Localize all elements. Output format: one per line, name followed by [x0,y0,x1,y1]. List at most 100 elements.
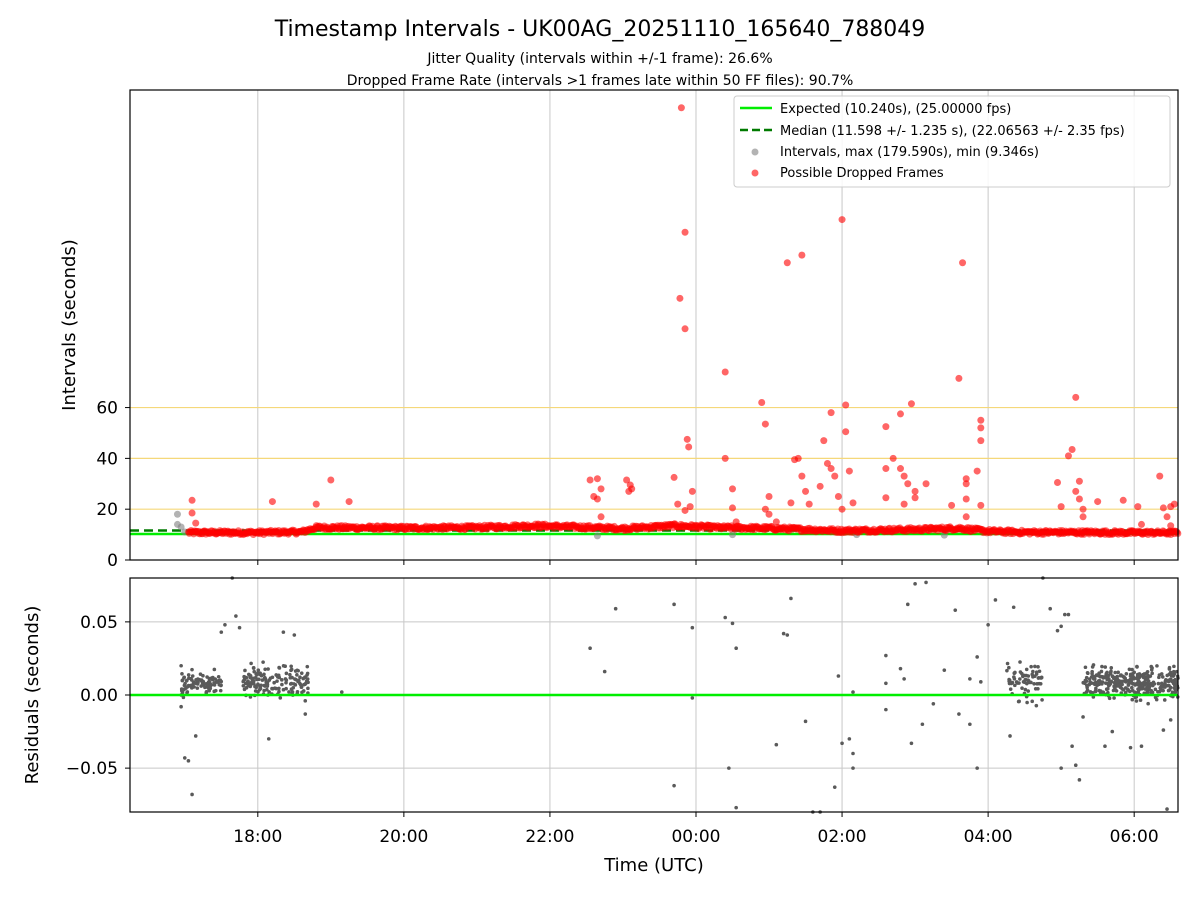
dropped-frame-point [842,401,850,409]
residual-point [993,598,998,602]
residual-point [265,687,269,692]
residual-point [1139,673,1143,678]
residual-point [1103,665,1108,669]
residual-point [1093,689,1098,694]
residual-point [306,680,310,685]
residual-point [1161,688,1165,693]
dropped-frame-point [882,465,890,473]
residual-point [1103,744,1107,748]
residual-point [209,683,213,688]
residual-point [262,672,266,677]
residual-point [223,623,227,627]
dropped-frame-point [586,476,594,484]
residual-point [262,683,267,688]
residual-point [1131,681,1136,686]
residual-point [288,672,292,677]
residual-point [1104,687,1109,691]
residual-point [1055,628,1060,633]
dropped-frame-point [192,519,200,527]
dropped-frame-point [721,368,729,376]
dropped-frame-point [345,498,353,506]
residual-point [1145,669,1150,674]
residual-point [1109,679,1114,684]
dropped-frame-point [597,485,605,493]
dropped-frame-point [1072,393,1080,401]
residual-point [588,646,592,650]
residual-point [1029,664,1033,669]
residual-point [1091,663,1096,667]
residual-point [190,792,194,797]
residual-point [284,678,289,682]
residual-point [1120,682,1124,687]
chart-title: Timestamp Intervals - UK00AG_20251110_16… [274,17,926,42]
residual-point [920,722,925,727]
intervals-y-tick-label: 20 [96,500,118,520]
residual-point [1063,612,1067,617]
residual-point [1094,686,1098,691]
intervals-y-label: Intervals (seconds) [59,239,80,411]
residual-point [198,672,203,676]
residual-point [194,678,198,682]
residuals-plot: −0.05 0.00 0.05 18:00 20:00 22:00 00:00 02:00 04… [22,576,1180,876]
residual-point [1128,674,1133,678]
residual-point [1159,672,1164,676]
dropped-frame-point [827,465,835,473]
residual-point [1146,679,1151,683]
residual-point [219,679,224,684]
residual-point [672,783,676,788]
residual-point [190,674,195,678]
residual-point [289,664,293,669]
residual-point [1020,686,1024,690]
residual-point [1030,699,1035,704]
residuals-y-label: Residuals (seconds) [22,606,43,785]
residual-point [1110,729,1115,734]
residual-point [1116,670,1120,675]
residuals-y-tick-label: 0.05 [80,613,118,633]
dropped-frame-point [1163,513,1171,521]
residual-point [909,741,914,746]
residual-point [1129,685,1134,690]
residual-point [1167,683,1171,688]
dropped-frame-point [1068,445,1076,453]
residual-point [1048,606,1052,611]
residual-point [1027,680,1032,685]
dropped-frame-point [820,437,828,445]
dropped-frame-point [900,472,908,480]
residual-point [193,681,198,686]
residual-point [902,677,906,681]
dropped-frame-point [1094,498,1102,506]
residual-point [295,690,300,694]
residual-point [1066,612,1071,617]
residual-point [1039,675,1044,680]
residual-point [1151,680,1156,685]
residual-point [237,625,242,630]
residual-point [931,701,936,706]
residual-point [968,722,972,727]
residual-point [293,677,297,681]
dropped-frame-point [911,494,919,502]
dropped-frame-point [845,467,853,475]
dropped-frame-point [761,505,769,513]
residual-point [277,665,281,670]
residual-point [1037,669,1042,674]
dropped-frame-point [1053,479,1061,487]
residual-point [1036,686,1040,691]
dropped-frame-point [758,398,766,406]
residual-point [298,675,302,680]
residual-point [1032,681,1036,686]
residual-point [280,682,284,687]
residual-point [1023,687,1028,692]
intervals-plot-frame [129,89,1179,561]
dropped-frame-point [889,454,897,462]
residual-point [1024,667,1029,672]
residual-point [953,608,958,612]
residual-point [182,676,186,680]
residual-point [1112,696,1116,700]
dropped-frame-point [1159,504,1167,512]
residual-point [1011,605,1016,610]
dropped-frame-point [948,501,956,509]
residual-point [306,686,310,691]
dropped-frame-point [593,475,601,483]
x-tick-label: 04:00 [964,827,1013,847]
residual-point [1017,681,1021,685]
